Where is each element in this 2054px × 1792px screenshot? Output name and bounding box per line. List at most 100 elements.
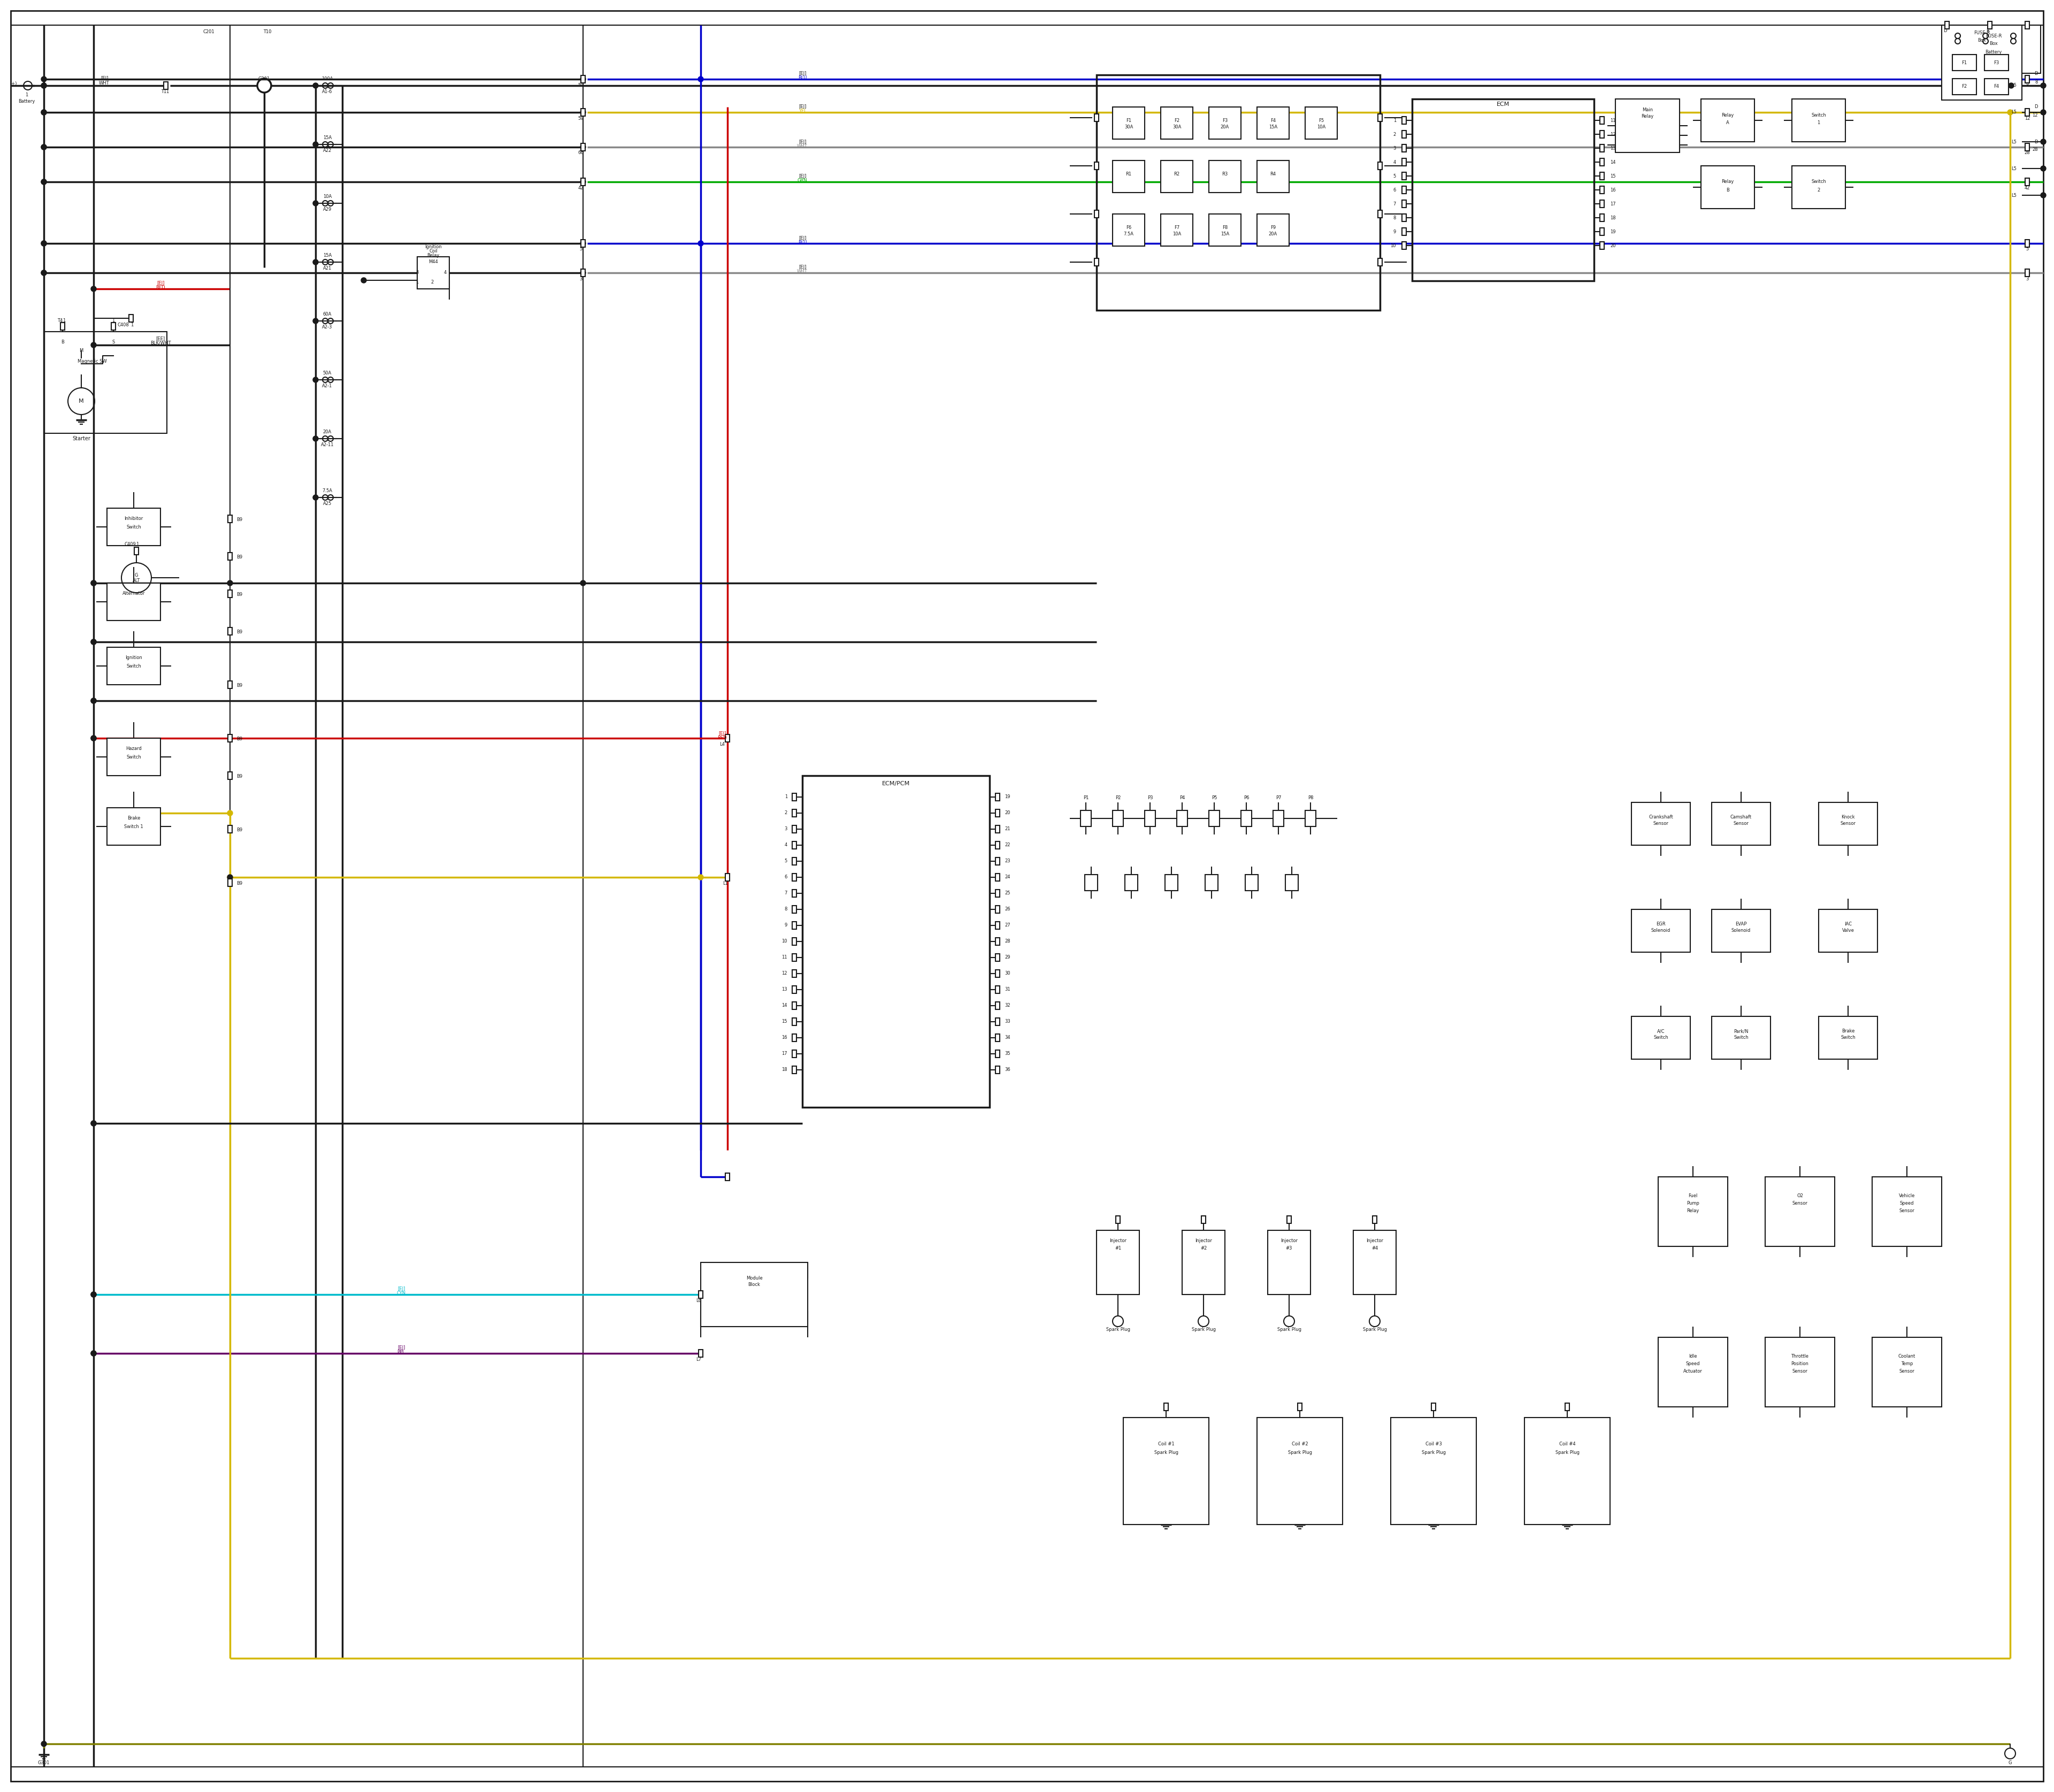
Text: P8: P8: [1308, 796, 1313, 801]
Text: R2: R2: [1173, 172, 1179, 176]
Text: 1: 1: [166, 90, 168, 93]
Circle shape: [90, 640, 97, 645]
Bar: [1631, 909, 1690, 952]
Bar: [1241, 810, 1251, 826]
Bar: [1600, 116, 1604, 124]
Circle shape: [41, 179, 47, 185]
Text: Camshaft: Camshaft: [1729, 815, 1752, 819]
Circle shape: [362, 278, 366, 283]
Text: [EI]: [EI]: [101, 75, 109, 81]
Bar: [1764, 1177, 1834, 1247]
Bar: [1764, 1337, 1834, 1407]
Bar: [1378, 161, 1382, 170]
Text: T10: T10: [263, 29, 271, 34]
Bar: [1354, 1231, 1397, 1294]
Text: YEL: YEL: [799, 109, 807, 113]
Bar: [793, 794, 797, 801]
Bar: [164, 82, 168, 90]
Bar: [996, 858, 1000, 866]
Text: P4: P4: [1179, 796, 1185, 801]
Text: Starter: Starter: [72, 435, 90, 441]
Circle shape: [41, 1742, 47, 1747]
Text: 17: 17: [1610, 201, 1616, 206]
Text: 4: 4: [1393, 159, 1397, 165]
Text: B9: B9: [236, 629, 242, 634]
Bar: [1378, 210, 1382, 217]
Bar: [60, 323, 66, 330]
Text: F4: F4: [1994, 84, 1999, 90]
Text: 59: 59: [577, 116, 583, 120]
Bar: [996, 1066, 1000, 1073]
Circle shape: [698, 240, 702, 246]
Text: D: D: [1943, 29, 1947, 34]
Text: 34: 34: [1004, 1036, 1011, 1039]
Bar: [1711, 909, 1771, 952]
Text: 26: 26: [1004, 907, 1011, 912]
Bar: [129, 315, 134, 323]
Text: 31: 31: [1004, 987, 1011, 993]
Text: Coil #2: Coil #2: [1292, 1443, 1308, 1446]
Text: F1: F1: [1126, 118, 1132, 124]
Text: A22: A22: [322, 149, 331, 154]
Bar: [1658, 1337, 1727, 1407]
Bar: [1210, 810, 1220, 826]
Bar: [698, 1349, 702, 1357]
Text: P5: P5: [1212, 796, 1216, 801]
Bar: [1161, 161, 1193, 192]
Bar: [793, 873, 797, 882]
Text: 20A: 20A: [1269, 231, 1278, 237]
Bar: [581, 109, 585, 116]
Text: L5: L5: [2011, 140, 2017, 143]
Circle shape: [41, 77, 47, 82]
Text: Ignition: Ignition: [125, 656, 142, 661]
Text: 15: 15: [783, 1020, 787, 1023]
Text: A: A: [1725, 120, 1729, 125]
Text: Spark Plug: Spark Plug: [1362, 1326, 1386, 1331]
Text: Coolant: Coolant: [1898, 1353, 1916, 1358]
Text: 11: 11: [783, 955, 787, 961]
Text: Relay: Relay: [1721, 113, 1734, 118]
Bar: [793, 969, 797, 977]
Text: Spark Plug: Spark Plug: [1288, 1450, 1313, 1455]
Text: Switch: Switch: [1812, 113, 1826, 118]
Text: P6: P6: [1243, 796, 1249, 801]
Bar: [1085, 874, 1097, 891]
Text: D: D: [2033, 140, 2038, 143]
Text: 18: 18: [1610, 215, 1616, 220]
Text: FUSE-R: FUSE-R: [1986, 34, 2003, 38]
Text: 17: 17: [783, 1052, 787, 1055]
Bar: [1113, 161, 1144, 192]
Text: 42: 42: [577, 185, 583, 190]
Text: 20A: 20A: [322, 430, 331, 435]
Circle shape: [581, 240, 585, 246]
Text: [EJ]: [EJ]: [799, 174, 805, 179]
Bar: [1947, 25, 2040, 73]
Text: 28: 28: [2031, 147, 2038, 152]
Circle shape: [2040, 82, 2046, 88]
Text: 1: 1: [785, 794, 787, 799]
Text: 18: 18: [783, 1068, 787, 1072]
Text: M: M: [78, 398, 84, 403]
Text: Switch: Switch: [125, 754, 142, 760]
Text: 24: 24: [1004, 874, 1011, 880]
Text: L4: L4: [719, 742, 725, 747]
Bar: [228, 681, 232, 688]
Text: 15A: 15A: [322, 136, 331, 140]
Bar: [1711, 1016, 1771, 1059]
Text: BLU: BLU: [799, 75, 807, 81]
Text: C201: C201: [203, 29, 214, 34]
Text: B: B: [62, 340, 64, 344]
Circle shape: [41, 145, 47, 151]
Text: F8: F8: [1222, 226, 1228, 229]
Bar: [996, 810, 1000, 817]
Text: L5: L5: [2011, 82, 2017, 88]
Bar: [1432, 1403, 1436, 1410]
Text: 5: 5: [785, 858, 787, 864]
Text: 1: 1: [131, 323, 134, 328]
Bar: [1378, 258, 1382, 265]
Circle shape: [581, 179, 585, 185]
Bar: [996, 905, 1000, 914]
Bar: [1210, 161, 1241, 192]
Text: Coil #4: Coil #4: [1559, 1443, 1575, 1446]
Text: 66: 66: [577, 151, 583, 156]
